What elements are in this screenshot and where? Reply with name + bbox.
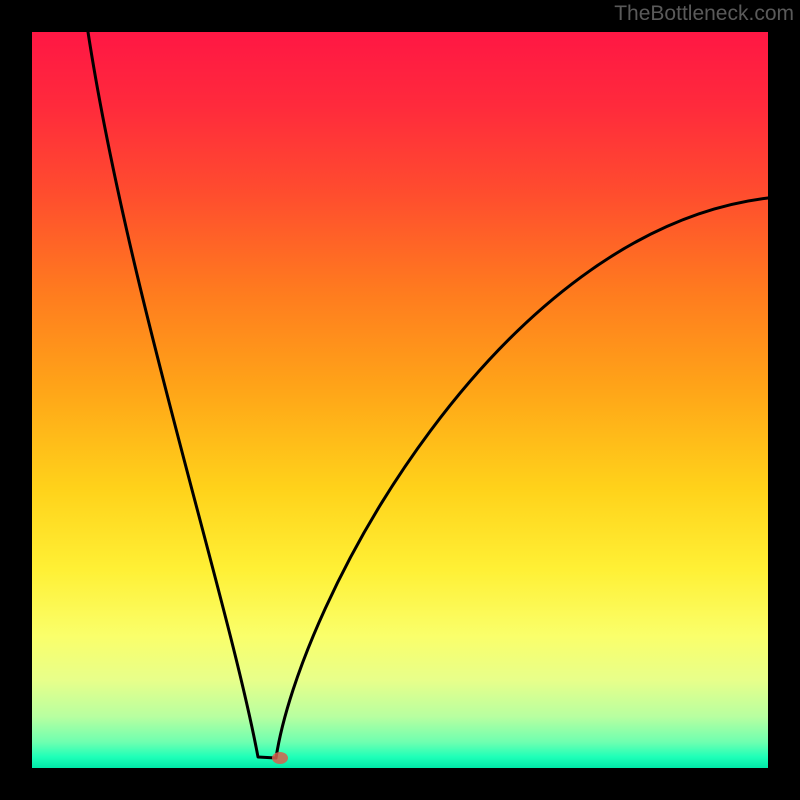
watermark-text: TheBottleneck.com	[614, 2, 794, 26]
bottleneck-chart	[0, 0, 800, 800]
plot-background	[32, 32, 768, 768]
optimal-marker	[272, 752, 288, 764]
